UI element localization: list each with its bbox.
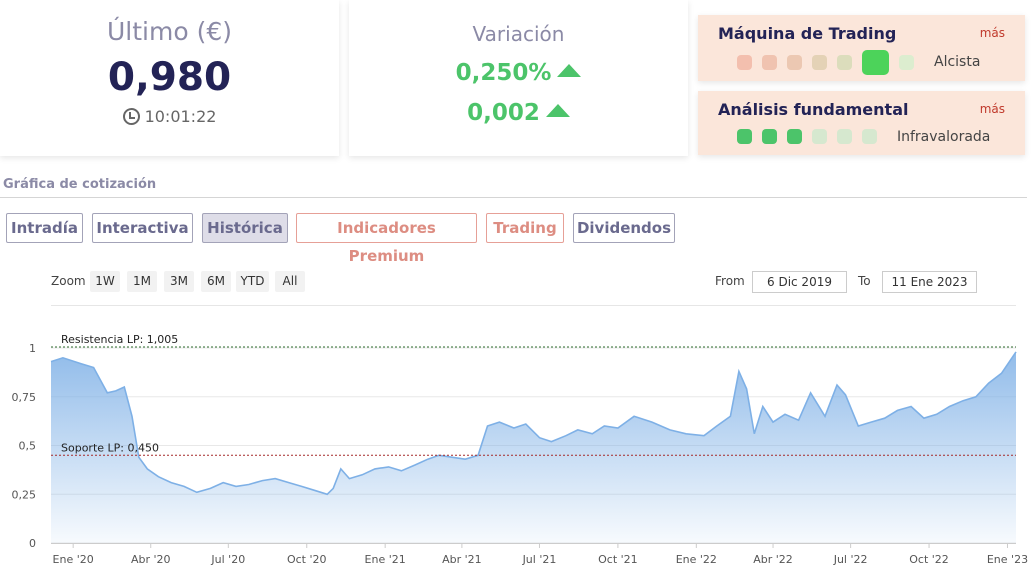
signal-dot — [787, 129, 802, 144]
x-tick-label: Oct '22 — [909, 553, 949, 566]
x-tick-label: Abr '20 — [131, 553, 171, 566]
zoom-3m-button[interactable]: 3M — [164, 271, 194, 292]
tab-premium-indicators[interactable]: Indicadores Premium — [296, 213, 477, 265]
tab-intraday[interactable]: Intradía — [6, 213, 83, 243]
zoom-6m-button[interactable]: 6M — [201, 271, 231, 292]
variation-absolute-row: 0,002 — [349, 100, 688, 126]
y-tick-label: 0,25 — [12, 488, 37, 501]
signal-dot — [862, 50, 889, 75]
last-price-time: 10:01:22 — [144, 107, 217, 126]
controls-divider — [51, 305, 1016, 306]
tab-dividends[interactable]: Dividendos — [573, 213, 675, 243]
signal-dot — [837, 129, 852, 144]
chart-section-title: Gráfica de cotización — [3, 177, 157, 192]
y-tick-label: 0,5 — [19, 440, 37, 453]
signal-dot — [899, 55, 914, 70]
y-tick-label: 1 — [29, 342, 36, 355]
zoom-ytd-button[interactable]: YTD — [236, 271, 269, 292]
x-axis-ticks: Ene '20 Abr '20 Jul '20 Oct '20 Ene '21 Abr '… — [53, 543, 1028, 566]
fundamental-analysis-card: Análisis fundamental más Infravalorada — [698, 91, 1025, 155]
tab-trading[interactable]: Trading — [486, 213, 564, 243]
range-to-input[interactable]: 11 Ene 2023 — [882, 271, 977, 293]
range-from-input[interactable]: 6 Dic 2019 — [752, 271, 847, 293]
tab-interactive[interactable]: Interactiva — [92, 213, 193, 243]
x-tick-label: Jul '22 — [833, 553, 868, 566]
signal-dot — [737, 129, 752, 144]
up-arrow-icon — [545, 104, 570, 117]
range-from-label: From — [715, 274, 745, 288]
resistance-label: Resistencia LP: 1,005 — [61, 333, 178, 346]
signal-dot — [762, 129, 777, 144]
fundamental-analysis-signal: Infravalorada — [897, 129, 991, 145]
variation-percent-row: 0,250% — [349, 60, 688, 86]
signal-dot — [812, 55, 827, 70]
variation-percent: 0,250% — [455, 60, 552, 86]
signal-dot — [762, 55, 777, 70]
y-tick-label: 0 — [29, 537, 36, 550]
last-price-value: 0,980 — [107, 55, 232, 100]
variation-title: Variación — [472, 22, 565, 46]
zoom-1w-button[interactable]: 1W — [90, 271, 120, 292]
tab-historical[interactable]: Histórica — [202, 213, 288, 243]
signal-dot — [737, 55, 752, 70]
x-tick-label: Ene '20 — [53, 553, 94, 566]
clock-icon — [122, 108, 140, 125]
trading-machine-title: Máquina de Trading — [718, 24, 897, 43]
x-tick-label: Ene '23 — [987, 553, 1028, 566]
x-tick-label: Oct '21 — [598, 553, 638, 566]
zoom-1m-button[interactable]: 1M — [127, 271, 157, 292]
section-divider — [0, 197, 1027, 198]
x-tick-label: Jul '20 — [210, 553, 245, 566]
trading-machine-more-link[interactable]: más — [979, 26, 1005, 40]
y-axis-ticks: 0 0,25 0,5 0,75 1 — [12, 342, 37, 550]
x-tick-label: Ene '21 — [365, 553, 406, 566]
trading-machine-card: Máquina de Trading más Alcista — [698, 15, 1025, 81]
x-tick-label: Abr '22 — [753, 553, 793, 566]
variation-absolute: 0,002 — [467, 100, 540, 126]
support-resistance-levels: Resistencia LP: 1,005 Soporte LP: 0,450 — [51, 333, 1016, 456]
last-price-title: Último (€) — [107, 17, 232, 46]
x-tick-label: Abr '21 — [442, 553, 482, 566]
zoom-all-button[interactable]: All — [275, 271, 305, 292]
signal-dot — [787, 55, 802, 70]
last-price-card: Último (€) 0,980 10:01:22 — [0, 0, 339, 156]
price-line — [50, 351, 1017, 496]
signal-dot — [837, 55, 852, 70]
fundamental-analysis-title: Análisis fundamental — [718, 100, 909, 119]
fundamental-analysis-more-link[interactable]: más — [979, 102, 1005, 116]
support-label: Soporte LP: 0,450 — [61, 441, 159, 454]
fundamental-analysis-signal-dots — [737, 129, 887, 144]
trading-machine-signal-dots — [737, 50, 924, 75]
range-to-label: To — [858, 274, 871, 288]
y-tick-label: 0,75 — [12, 391, 37, 404]
zoom-label: Zoom — [51, 274, 86, 288]
signal-dot — [862, 129, 877, 144]
trading-machine-signal: Alcista — [934, 54, 981, 70]
up-arrow-icon — [557, 64, 582, 77]
x-tick-label: Ene '22 — [676, 553, 717, 566]
price-area — [51, 351, 1016, 543]
x-tick-label: Oct '20 — [287, 553, 327, 566]
x-tick-label: Jul '21 — [522, 553, 557, 566]
price-history-chart[interactable]: 0 0,25 0,5 0,75 1 Resistencia LP: 1,005 Sopor… — [0, 330, 1034, 576]
last-price-time-row: 10:01:22 — [0, 107, 339, 126]
variation-card: Variación 0,250% 0,002 — [349, 0, 688, 156]
signal-dot — [812, 129, 827, 144]
